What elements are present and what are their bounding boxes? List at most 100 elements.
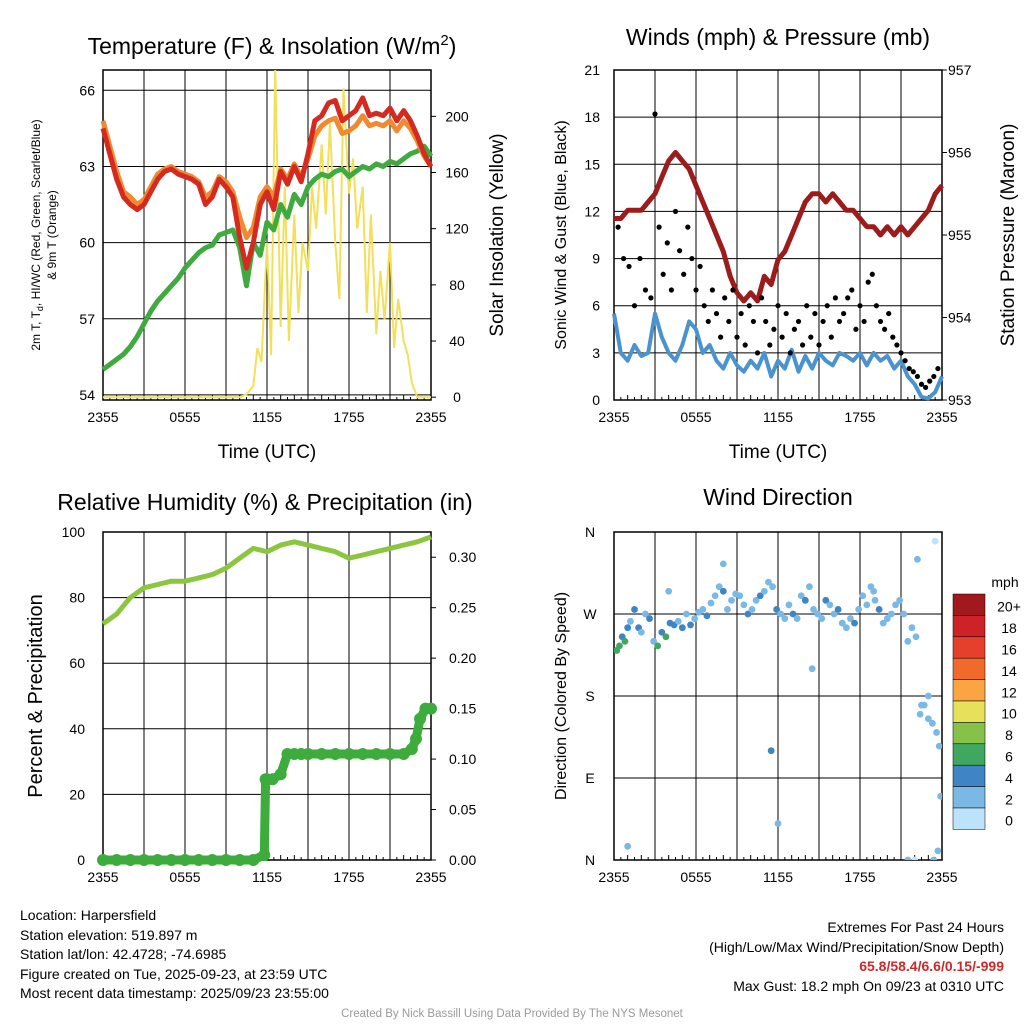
y-left-tick-label: 0 — [592, 392, 600, 408]
direction-point — [665, 587, 673, 595]
direction-point — [918, 701, 925, 709]
x-tick-label: 1155 — [252, 409, 282, 425]
y-right-tick-label: 957 — [948, 62, 972, 78]
y-tick-label: N — [585, 852, 595, 868]
gust-point — [828, 334, 834, 340]
direction-point — [621, 637, 629, 645]
direction-chart: 2355 0555 1155 1755 2355 Wind Direction N E S W N D… — [553, 484, 1021, 885]
y-left-label-part: 2m T, T — [29, 310, 43, 350]
x-tick-label: 2355 — [415, 409, 446, 425]
gust-point — [882, 326, 888, 332]
gust-point — [800, 342, 806, 348]
direction-point — [719, 587, 727, 595]
direction-point — [929, 719, 936, 727]
direction-point — [715, 583, 723, 591]
direction-point — [838, 619, 846, 627]
direction-point — [908, 624, 916, 632]
extremes-values: 65.8/58.4/6.6/0.15/-999 — [859, 958, 1004, 974]
gust-point — [656, 224, 662, 230]
x-tick-label: 0555 — [169, 869, 200, 885]
y-left-tick-label: 9 — [592, 251, 600, 267]
precip-point — [329, 748, 342, 761]
recent-timestamp: Most recent data timestamp: 2025/09/23 2… — [20, 985, 329, 1001]
direction-point — [624, 842, 632, 850]
x-axis-label: Time (UTC) — [729, 442, 828, 463]
gust-point — [886, 310, 892, 317]
gust-point — [750, 318, 757, 325]
y-right-tick-label: 0.15 — [449, 701, 476, 717]
y-right-tick-label: 160 — [445, 165, 469, 181]
y-right-tick-label: 0.00 — [449, 852, 476, 868]
precip-point — [274, 768, 287, 781]
precip-point — [258, 848, 271, 861]
x-tick-label: 2355 — [598, 869, 629, 885]
gust-point — [824, 303, 830, 309]
y-left-label: 2m T, Td, HI/WC (Red, Green, Scarlet/Blu… — [29, 119, 45, 350]
gust-point — [779, 334, 785, 340]
direction-point — [842, 624, 850, 632]
y-left-tick-label: 15 — [584, 156, 600, 172]
gust-point — [791, 326, 798, 332]
series-solar-line — [103, 70, 431, 399]
y-left-tick-label: 20 — [69, 786, 85, 802]
gust-point — [697, 263, 703, 270]
y-left-tick-label: 60 — [79, 235, 95, 251]
gust-point — [726, 318, 732, 325]
y-left-tick-label: 12 — [584, 203, 600, 219]
y-left-tick-label: 3 — [592, 345, 600, 361]
gust-point — [865, 279, 871, 285]
y-right-tick-label: 956 — [948, 145, 972, 161]
winds-chart: 2355 0555 1155 1755 2355 Winds (mph) & Pressu… — [553, 24, 1019, 463]
series-humidity-line — [101, 534, 432, 626]
x-tick-label: 0555 — [169, 409, 200, 425]
figure-created: Figure created on Tue, 2025-09-23, at 23… — [20, 965, 328, 982]
x-tick-label: 0555 — [680, 869, 711, 885]
gust-point — [672, 208, 679, 215]
direction-point — [896, 596, 904, 604]
direction-point — [931, 537, 939, 545]
gust-point — [709, 287, 716, 293]
precip-point — [97, 854, 109, 866]
legend-swatch — [952, 722, 986, 745]
extremes-panel: Extremes For Past 24 Hours (High/Low/Max… — [709, 918, 1004, 996]
direction-point — [912, 633, 920, 641]
direction-point — [914, 555, 921, 563]
legend-label: 14 — [1001, 663, 1017, 679]
direction-point — [789, 610, 797, 618]
direction-point — [760, 587, 768, 595]
precip-point — [220, 854, 232, 866]
gust-point — [754, 350, 761, 356]
gust-point — [795, 318, 802, 325]
series-wind-line — [612, 311, 944, 401]
legend-label: 12 — [1001, 684, 1017, 700]
direction-point — [822, 596, 830, 604]
gust-point — [637, 255, 643, 262]
humidity-chart: 2355 0555 1155 1755 2355 Relative Humidity (%… — [25, 489, 476, 885]
x-tick-label: 2355 — [598, 409, 629, 425]
gust-point — [689, 255, 695, 262]
gust-point — [910, 369, 916, 375]
y-left-tick-label: 6 — [592, 298, 600, 314]
y-left-tick-label: 66 — [79, 82, 95, 98]
gust-point — [626, 263, 632, 270]
y-right-tick-label: 0.20 — [449, 650, 476, 666]
y-right-tick-label: 953 — [948, 392, 972, 408]
gust-point — [890, 334, 896, 340]
direction-point — [859, 592, 867, 600]
precip-point — [405, 742, 418, 755]
series-9m-temp-line — [100, 113, 434, 240]
x-tick-label: 2355 — [415, 869, 446, 885]
legend-swatch — [952, 679, 986, 702]
gust-point — [804, 303, 810, 309]
direction-point — [855, 606, 863, 613]
direction-point — [793, 615, 801, 622]
y-left-tick-label: 57 — [79, 311, 95, 327]
chart-title-superscript: 2 — [440, 32, 448, 49]
direction-point — [904, 637, 912, 645]
extremes-title: Extremes For Past 24 Hours — [827, 919, 1004, 935]
y-left-label-line2: & 9m T (Orange) — [45, 190, 59, 280]
gust-point — [845, 295, 851, 301]
precip-point — [233, 854, 246, 866]
gust-point — [615, 224, 621, 230]
direction-point — [785, 601, 793, 609]
